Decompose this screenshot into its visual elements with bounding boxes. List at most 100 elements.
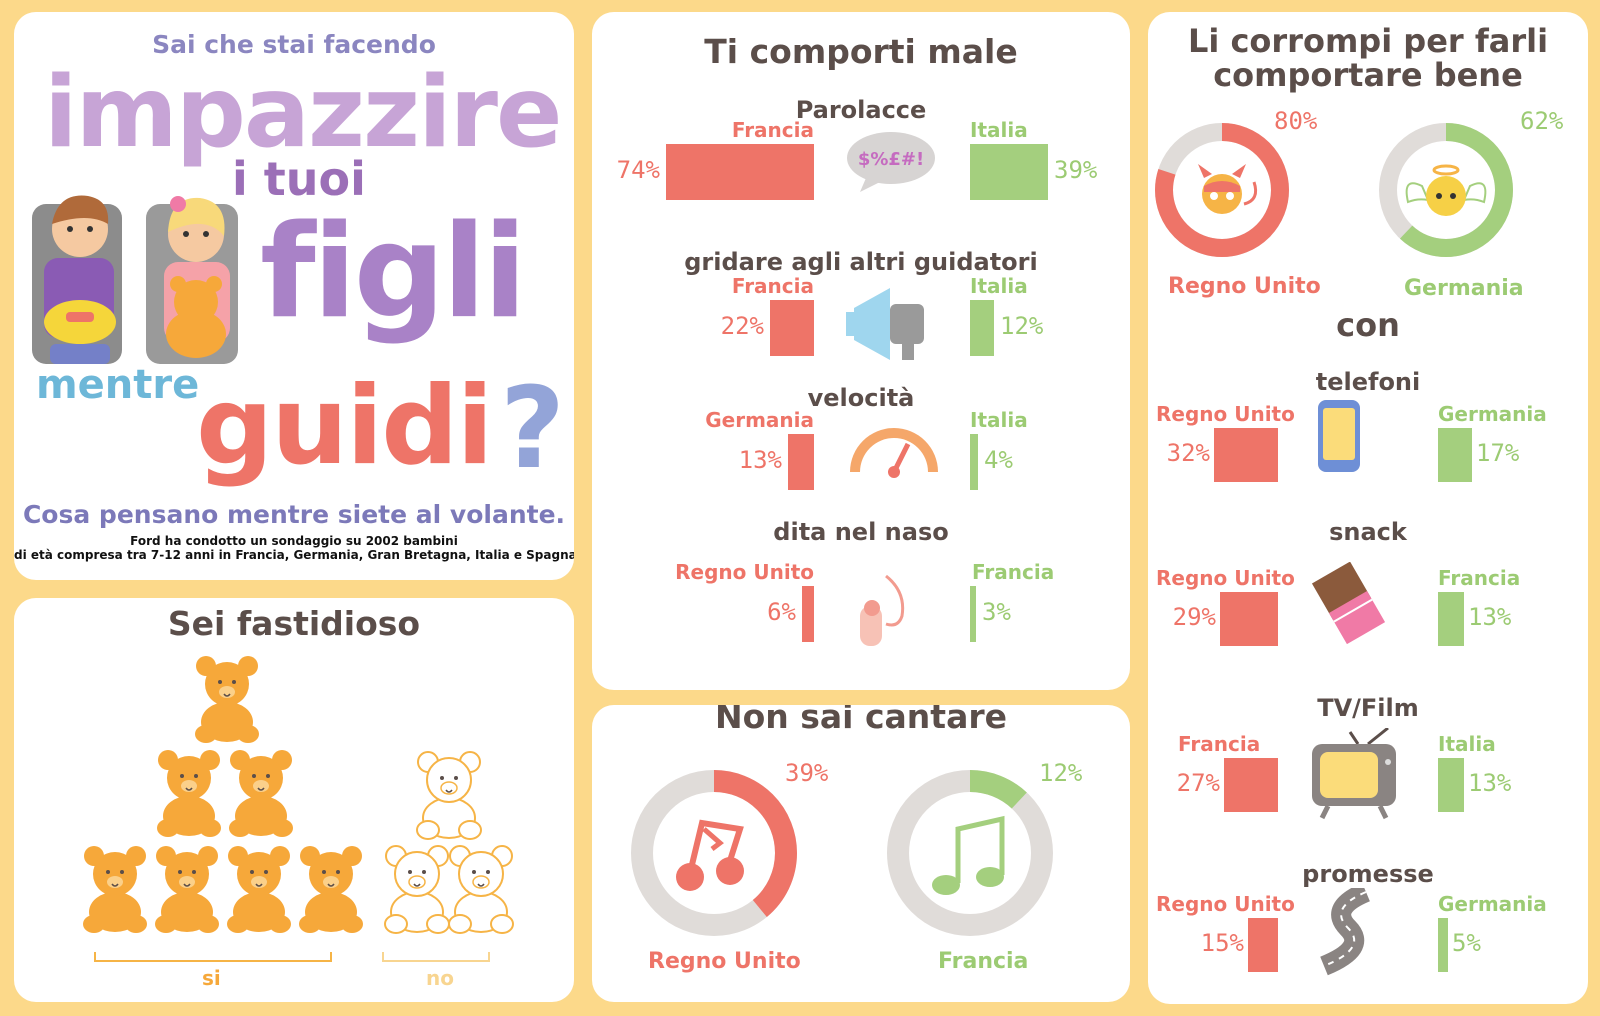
behave-right-bar: [970, 300, 994, 356]
megaphone-icon: [846, 288, 924, 360]
kids-in-car-seats-illustration: [32, 195, 238, 364]
behave-right-pct: 4%: [984, 446, 1013, 474]
bribe-left-country: Regno Unito: [1156, 566, 1295, 590]
bribe-left-bar: [1224, 758, 1278, 812]
bribe-title-line1: Li corrompi per farli: [1187, 22, 1549, 60]
bribe-left-bar: [1220, 592, 1278, 646]
behave-right-country: Francia: [972, 560, 1055, 584]
behave-left-pct: 74%: [616, 156, 660, 184]
behave-left-country: Francia: [731, 274, 814, 298]
bribe-left-pct: 80%: [1274, 107, 1318, 135]
behave-right-bar: [970, 144, 1048, 200]
bribe-right-country: Italia: [1438, 732, 1496, 756]
behave-left-bar: [770, 300, 814, 356]
sing-left-ring: [631, 770, 797, 936]
word-impazzire: impazzire: [44, 56, 562, 170]
bribe-right-pct: 13%: [1468, 769, 1512, 797]
bribe-topic: telefoni: [1315, 368, 1421, 396]
bribe-topic: promesse: [1302, 860, 1434, 888]
bribe-left-country: Regno Unito: [1168, 274, 1321, 299]
no-label: no: [426, 966, 454, 990]
bribe-left-country: Francia: [1178, 732, 1261, 756]
bribe-right-country: Germania: [1404, 276, 1524, 301]
angel-face-icon: [1405, 164, 1487, 216]
bribe-right-pct: 17%: [1476, 439, 1520, 467]
speedometer-icon: [850, 428, 938, 478]
svg-text:$%£#!: $%£#!: [858, 149, 924, 170]
music-note-red-icon: [676, 819, 744, 891]
behave-left-bar: [788, 434, 814, 490]
word-guidi: guidi: [196, 364, 494, 489]
nose-icon: [860, 574, 905, 646]
yes-bracket: [94, 952, 332, 962]
behave-right-country: Italia: [970, 274, 1028, 298]
bribe-left-country: Regno Unito: [1156, 892, 1295, 916]
intro-subtitle: Cosa pensano mentre siete al volante.: [22, 500, 566, 529]
bribe-right-bar: [1438, 758, 1464, 812]
behave-right-country: Italia: [970, 408, 1028, 432]
behave-panel: Ti comporti male Parolacce Francia 74% Ital…: [592, 12, 1130, 690]
sing-right-country: Francia: [938, 949, 1029, 974]
bribe-right-country: Germania: [1438, 402, 1547, 426]
bear-yes-icon: [229, 750, 293, 837]
behave-title: Ti comporti male: [704, 32, 1018, 71]
bribe-left-pct: 29%: [1172, 603, 1216, 631]
behave-left-country: Regno Unito: [675, 560, 814, 584]
annoying-panel: Sei fastidioso si no: [14, 598, 574, 1002]
speech-bubble-icon: $%£#!: [847, 132, 935, 192]
sing-title: Non sai cantare: [714, 705, 1007, 736]
behave-topic: dita nel naso: [773, 518, 949, 546]
road-icon: [1319, 888, 1371, 976]
word-i-tuoi: i tuoi: [232, 152, 366, 206]
phone-icon: [1318, 400, 1360, 472]
behave-left-country: Francia: [731, 118, 814, 142]
bear-yes-icon: [83, 846, 147, 933]
bribe-right-ring: [1379, 123, 1513, 257]
behave-topic: gridare agli altri guidatori: [684, 248, 1038, 276]
behave-right-pct: 12%: [1000, 312, 1044, 340]
intro-panel: Sai che stai facendo impazzire i tuoi fi…: [14, 12, 574, 580]
bribe-right-country: Francia: [1438, 566, 1521, 590]
word-figli: figli: [260, 198, 527, 347]
annoying-title: Sei fastidioso: [167, 604, 421, 643]
sing-panel: Non sai cantare 39% Regno Unito 12% Fran…: [592, 705, 1130, 1002]
bribe-title-line2: comportare bene: [1213, 56, 1523, 94]
bribe-right-bar: [1438, 428, 1472, 482]
sing-left-pct: 39%: [785, 759, 829, 787]
behave-left-bar: [802, 586, 814, 642]
bribe-left-bar: [1248, 918, 1278, 972]
behave-left-pct: 6%: [767, 598, 796, 626]
survey-note-line1: Ford ha condotto un sondaggio su 2002 ba…: [130, 534, 458, 548]
no-bracket: [382, 952, 490, 962]
bribe-panel: Li corrompi per farli comportare bene 80…: [1148, 12, 1588, 1004]
bear-no-icon: [384, 845, 450, 934]
bear-no-icon: [416, 751, 482, 840]
bear-yes-icon: [227, 846, 291, 933]
bribe-right-pct: 62%: [1520, 107, 1564, 135]
bribe-right-pct: 5%: [1452, 929, 1481, 957]
behave-topic: Parolacce: [795, 96, 927, 124]
bribe-topic: TV/Film: [1317, 694, 1419, 722]
sing-right-pct: 12%: [1039, 759, 1083, 787]
bribe-left-pct: 27%: [1176, 769, 1220, 797]
bear-yes-icon: [157, 750, 221, 837]
behave-left-country: Germania: [705, 408, 814, 432]
behave-left-pct: 13%: [738, 446, 782, 474]
bribe-left-ring: [1155, 123, 1289, 257]
behave-left-bar: [666, 144, 814, 200]
bribe-left-pct: 15%: [1200, 929, 1244, 957]
bribe-topic: snack: [1329, 518, 1407, 546]
bribe-right-pct: 13%: [1468, 603, 1512, 631]
behave-left-pct: 22%: [720, 312, 764, 340]
devil-face-icon: [1198, 164, 1258, 214]
chocolate-bar-icon: [1311, 562, 1386, 645]
behave-right-bar: [970, 434, 978, 490]
bear-yes-icon: [299, 846, 363, 933]
bribe-right-country: Germania: [1438, 892, 1547, 916]
tv-icon: [1312, 728, 1396, 820]
behave-right-bar: [970, 586, 976, 642]
bribe-connector: con: [1336, 306, 1400, 344]
bear-no-icon: [448, 845, 514, 934]
bear-yes-icon: [195, 656, 259, 743]
bribe-right-bar: [1438, 918, 1448, 972]
